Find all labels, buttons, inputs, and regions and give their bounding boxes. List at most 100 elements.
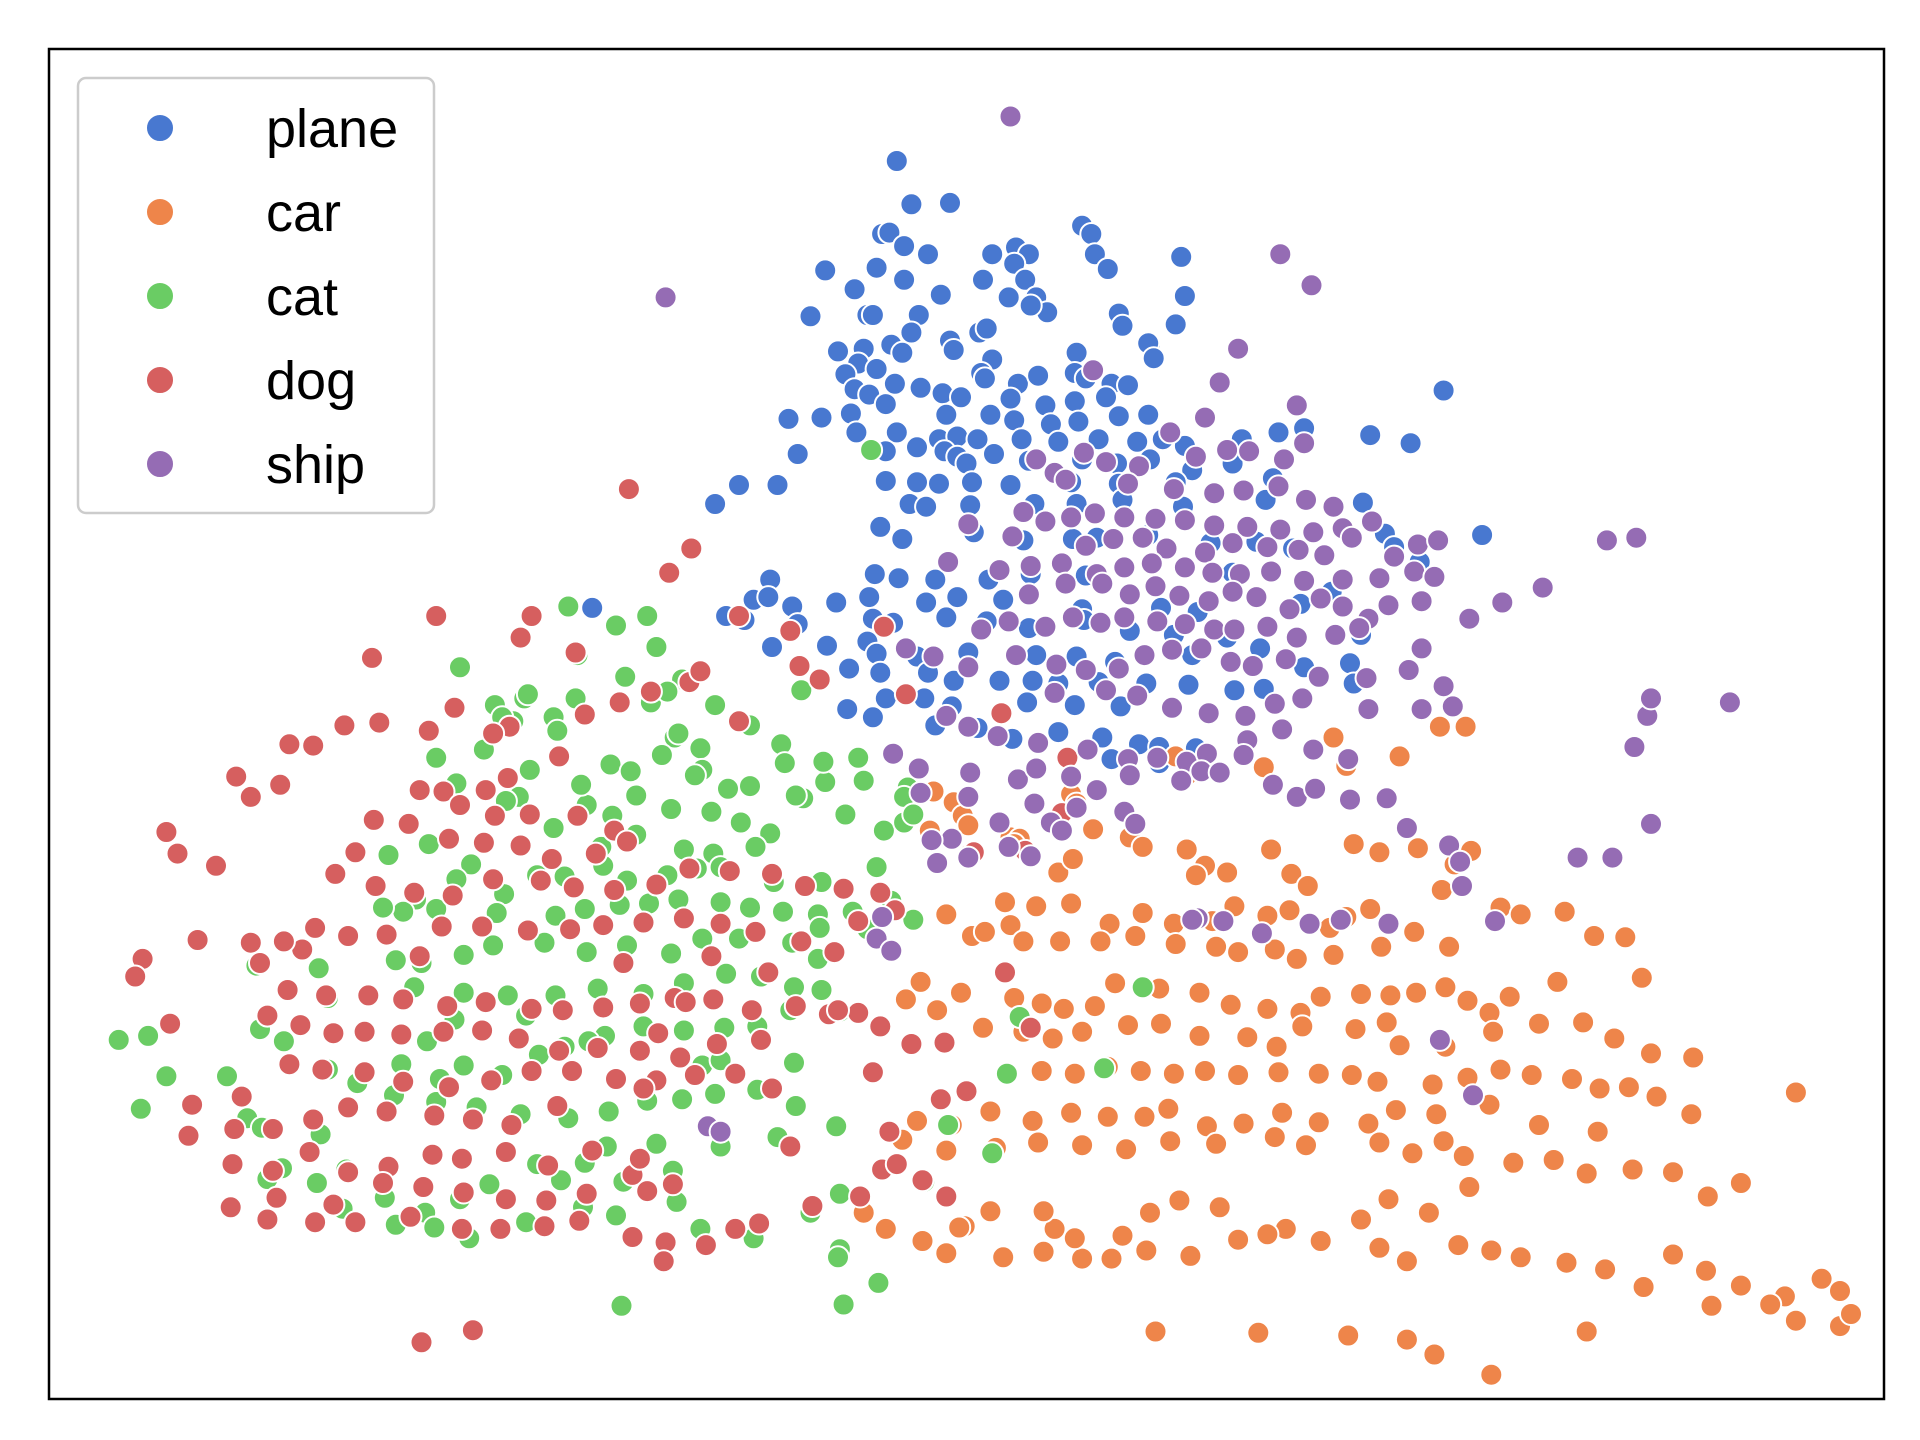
point-ship [1071,440,1096,465]
point-dog [336,924,361,948]
point-dog [993,960,1017,985]
point-car [1308,984,1333,1009]
point-dog [519,604,544,628]
point-plane [1358,423,1383,448]
point-plane [1108,694,1133,719]
point-plane [1172,284,1197,308]
series-plane [580,149,1495,776]
point-dog [437,826,461,851]
point-car [1070,1246,1095,1271]
point-car [1378,983,1403,1008]
point-car [1446,1233,1471,1258]
point-cat [304,1171,329,1195]
point-ship [1303,776,1328,801]
point-dog [435,994,460,1019]
point-ship [1483,909,1507,934]
point-car [1488,1057,1513,1082]
point-car [1128,1059,1153,1083]
legend-label-ship: ship [266,435,365,495]
point-ship [1262,691,1287,716]
point-dog [409,1330,434,1355]
point-ship [985,724,1010,749]
point-dog [565,803,590,828]
point-dog [275,978,300,1002]
point-cat [824,1114,849,1139]
point-ship [1284,393,1309,418]
legend-marker-cat [145,281,175,311]
legend-entries: plane car cat dog ship [145,99,398,495]
point-plane [899,320,924,345]
point-plane [1026,363,1051,388]
point-dog [407,778,432,803]
legend-marker-plane [145,113,175,143]
point-cat [728,810,753,835]
point-cat [451,942,476,967]
point-dog [602,878,627,902]
point-plane [727,473,751,497]
point-car [1048,929,1073,954]
point-car [925,998,950,1023]
point-dog [682,1063,707,1087]
point-car [1226,940,1251,965]
point-car [1613,925,1638,950]
point-car [1783,1080,1808,1105]
point-dog [727,709,751,734]
point-cat [598,752,623,777]
point-dog [563,640,588,665]
point-car [1029,991,1054,1016]
point-cat [306,956,331,981]
point-dog [361,807,386,832]
point-plane [934,402,959,427]
point-dog [277,732,302,757]
point-car [1374,1010,1399,1035]
point-ship [893,636,918,661]
point-plane [991,587,1016,612]
point-ship [1565,845,1590,870]
point-cat [846,745,871,770]
point-dog [238,930,263,955]
point-car [1306,1061,1331,1086]
point-car [1343,1017,1368,1042]
point-plane [892,267,917,292]
point-car [1758,1292,1783,1317]
point-dog [756,960,781,985]
legend-item-cat: cat [145,267,338,327]
point-plane [1136,402,1161,427]
point-ship [1211,909,1236,934]
point-car [1081,817,1106,842]
point-ship [1112,605,1137,630]
point-cat [609,1293,634,1318]
point-car [1457,1175,1482,1199]
point-cat [517,757,542,782]
point-dog [871,614,896,639]
point-dog [493,1140,518,1164]
point-car [1187,1023,1212,1048]
point-ship [906,756,931,781]
point-car [1031,1239,1056,1264]
point-car [1587,1076,1612,1101]
point-plane [908,375,933,400]
point-dog [303,1210,328,1235]
point-car [1218,992,1243,1017]
point-car [1132,1104,1157,1129]
point-car [1481,1019,1506,1044]
point-car [1422,1342,1447,1367]
point-car [1554,1250,1579,1275]
point-ship [1169,768,1194,793]
point-plane [890,527,915,551]
point-ship [1059,505,1084,530]
point-cat [154,1064,179,1089]
point-ship [1084,778,1109,803]
point-car [1602,1026,1627,1051]
point-car [1231,1111,1256,1136]
point-dog [352,1019,377,1044]
legend-label-car: car [266,183,341,243]
point-dog [723,1216,748,1241]
point-cat [644,635,669,659]
point-ship [1193,405,1217,430]
point-car [1427,714,1452,739]
point-cat [714,961,739,986]
point-dog [204,853,228,878]
point-ship [1202,513,1227,538]
point-car [1040,1026,1065,1051]
